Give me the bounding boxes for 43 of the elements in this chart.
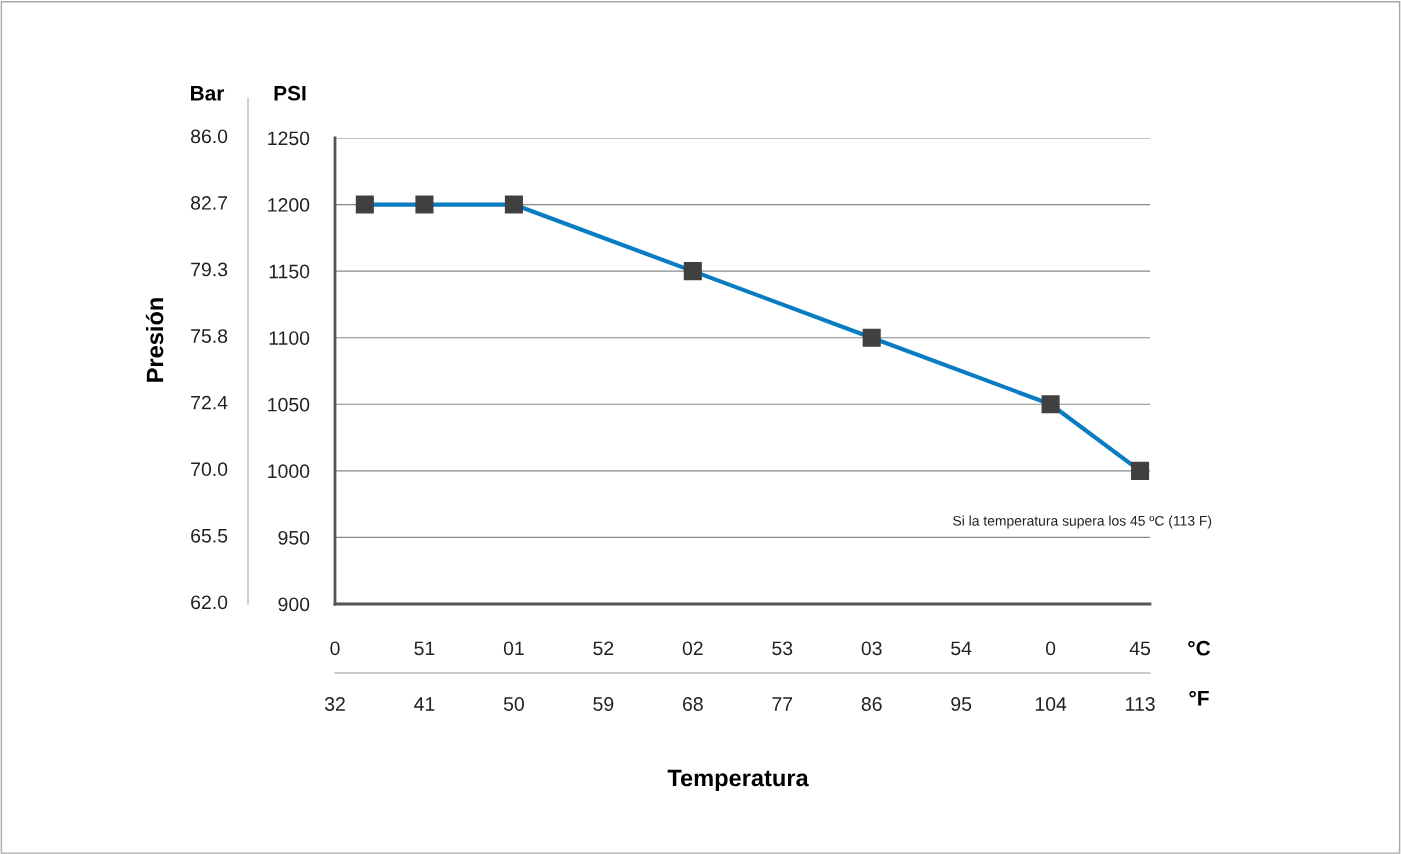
text: 51 xyxy=(414,641,435,656)
x-tick-label: 68 xyxy=(682,697,703,711)
text: 79.3 xyxy=(191,262,228,277)
y-tick-label: 950 xyxy=(278,530,310,545)
text: 65.5 xyxy=(191,528,228,543)
text: 62.0 xyxy=(191,595,228,610)
text: °F xyxy=(1189,690,1209,706)
text: 45 xyxy=(1129,641,1151,656)
y-tick-label: 1200 xyxy=(268,198,310,212)
text: 03 xyxy=(861,641,882,656)
x-tick-label: 50 xyxy=(503,697,524,711)
y-tick-label: 1150 xyxy=(269,264,310,279)
y-axis-title: Presión xyxy=(145,298,164,382)
text: 53 xyxy=(772,641,793,656)
x-tick-label: 104 xyxy=(1035,697,1067,711)
x-tick-label: 113 xyxy=(1126,697,1155,711)
x-tick-label: 86 xyxy=(861,697,882,711)
text: 01 xyxy=(503,641,524,656)
text: PSI xyxy=(274,85,306,101)
y-tick-label: 1050 xyxy=(268,397,310,412)
text: 70.0 xyxy=(191,462,228,477)
y-tick-label: 1000 xyxy=(268,464,310,479)
annotation: Si la temperatura supera los 45 ºC (113 F) xyxy=(953,515,1212,529)
x-axis-title: Temperatura xyxy=(667,769,809,792)
text: 0 xyxy=(330,641,340,656)
text: 86.0 xyxy=(191,129,228,144)
text: 52 xyxy=(593,641,614,656)
x-tick-label: 41 xyxy=(414,697,435,711)
x-tick-label: 32 xyxy=(324,697,345,711)
text: 75.8 xyxy=(191,329,228,343)
x-tick-label: 59 xyxy=(593,697,614,711)
y-tick-label: 1250 xyxy=(268,131,310,146)
text: 02 xyxy=(682,641,703,656)
x-tick-label: 77 xyxy=(772,697,793,711)
x-tick-label: 95 xyxy=(951,697,972,711)
text: 0 xyxy=(1045,641,1056,656)
x2-axis-title: °C xyxy=(1188,640,1211,656)
text: 54 xyxy=(951,641,972,656)
y-tick-label: 1100 xyxy=(269,331,310,345)
y2-axis-title: Bar xyxy=(191,86,225,101)
text: 72.4 xyxy=(191,395,228,410)
y-tick-label: 900 xyxy=(278,597,310,612)
text: 82.7 xyxy=(191,196,228,210)
